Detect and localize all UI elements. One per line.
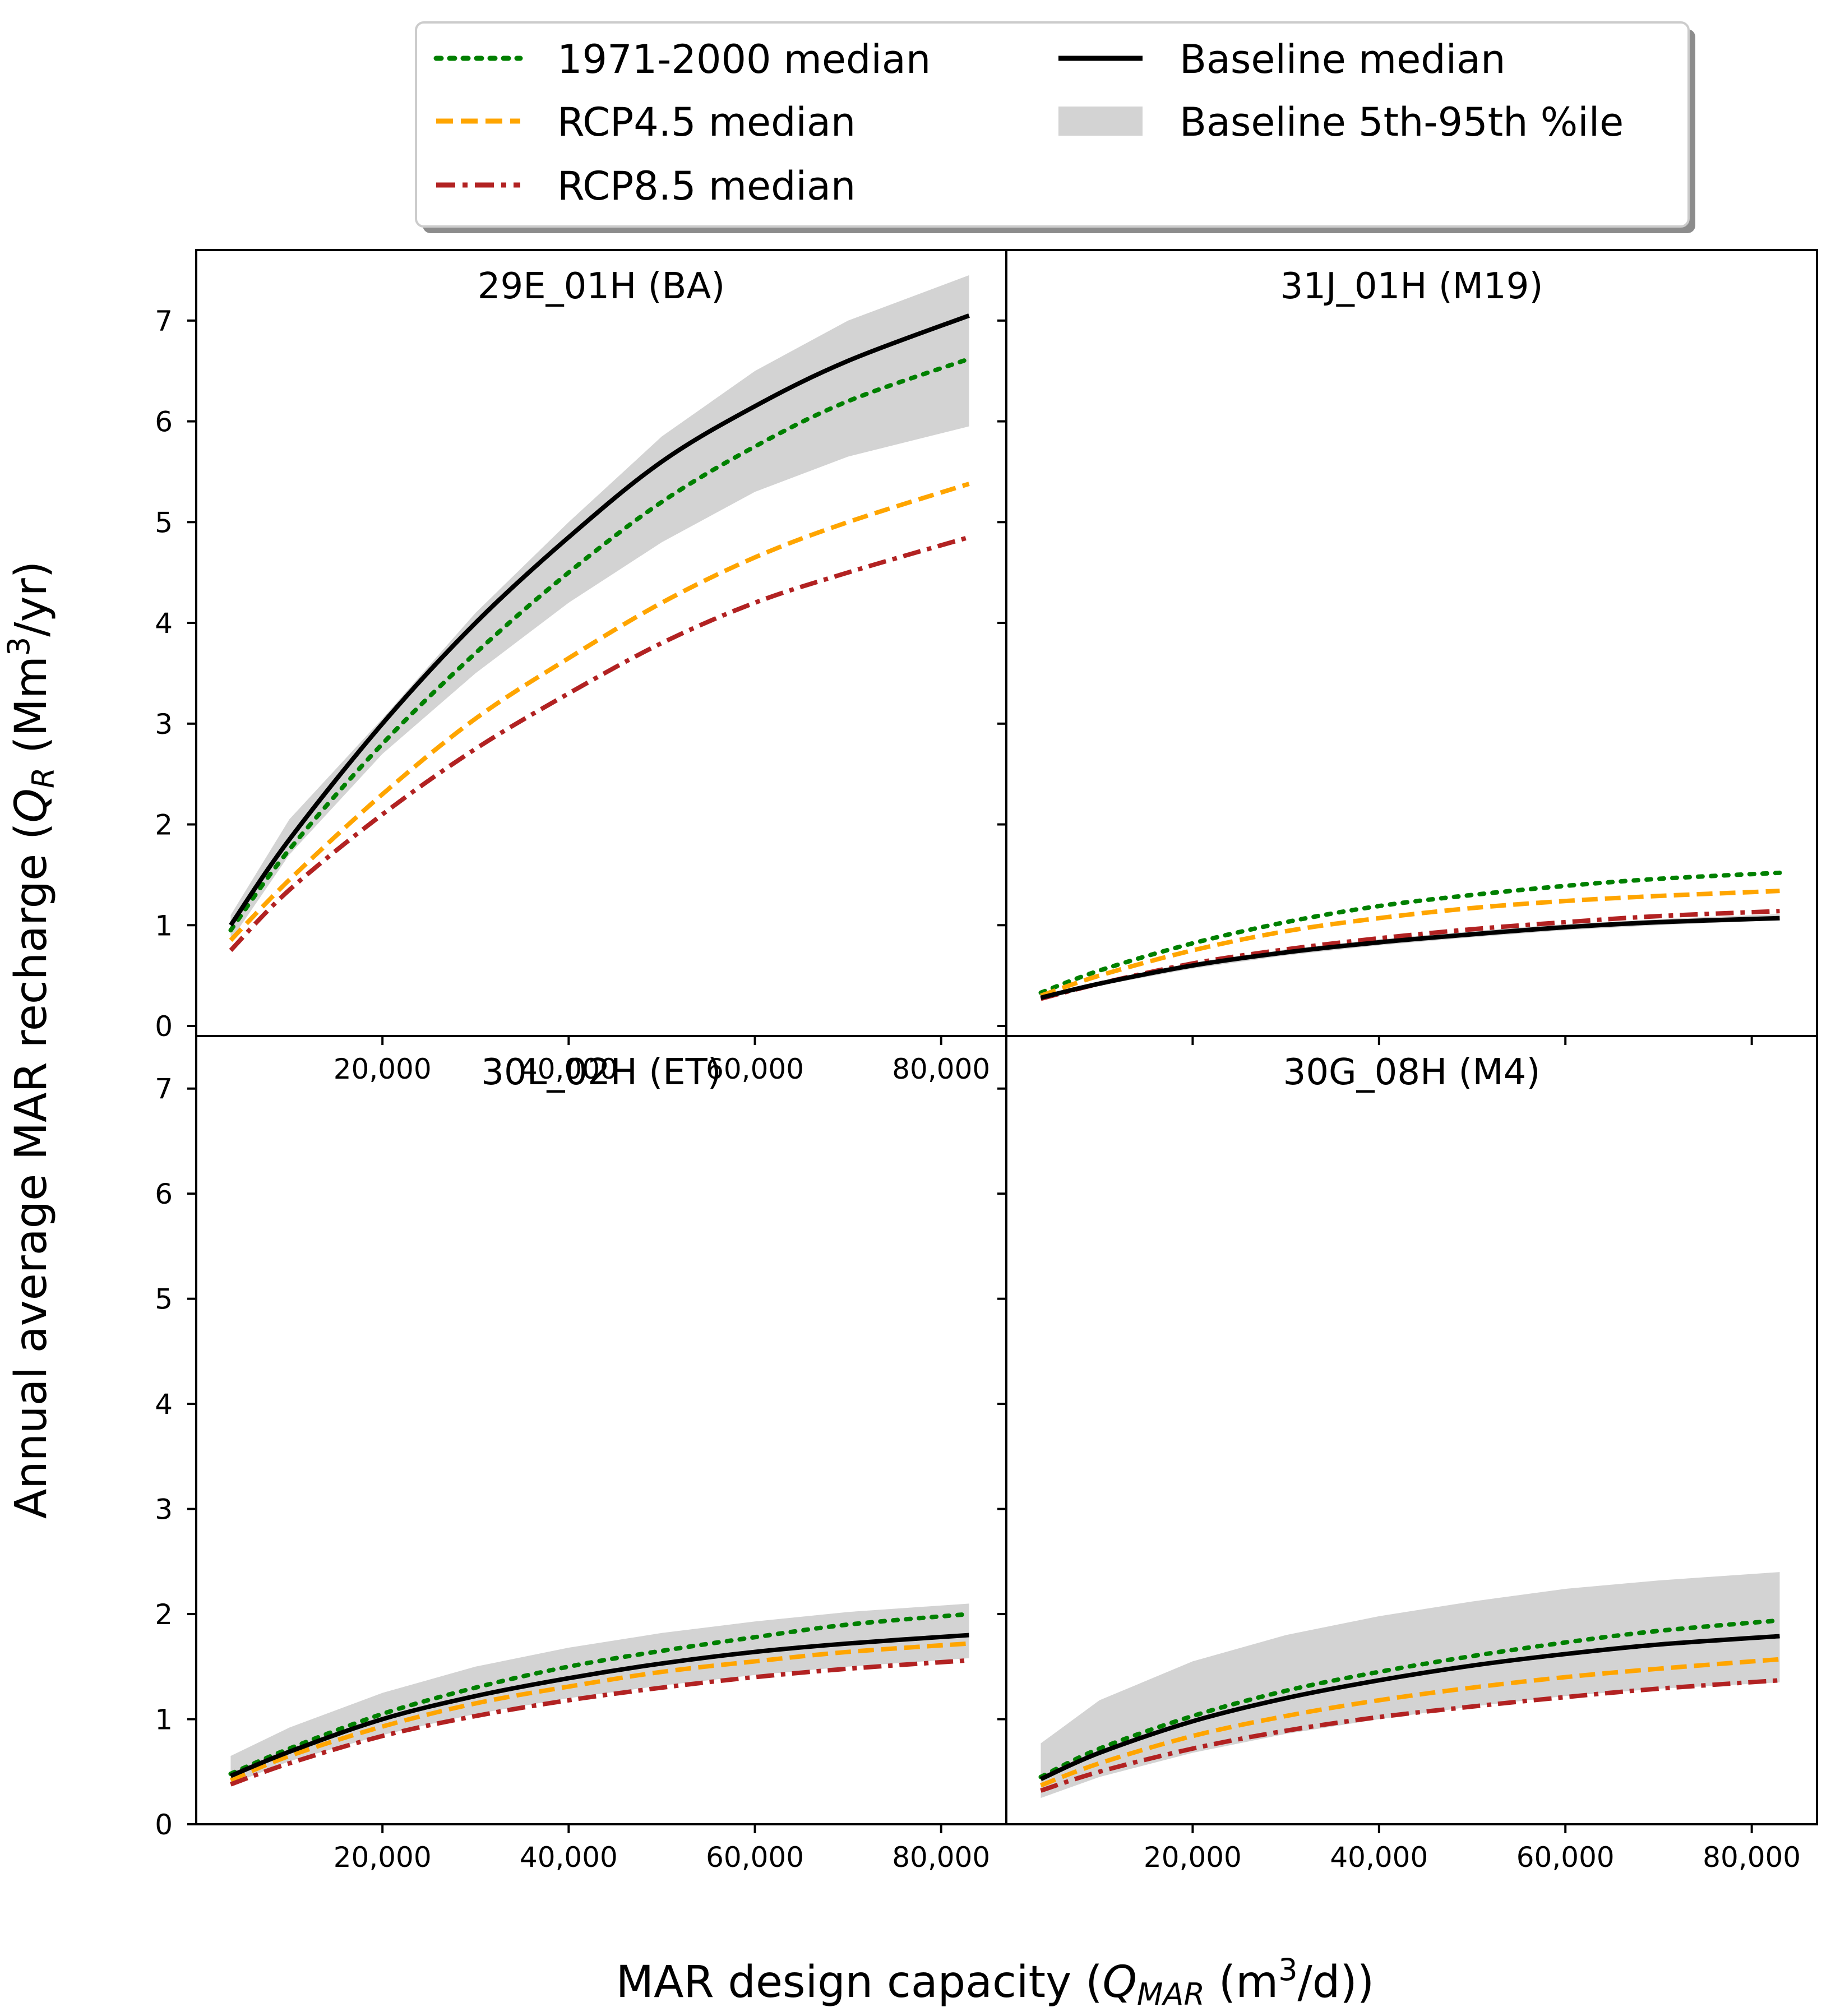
- y-tick-label: 3: [155, 708, 173, 741]
- y-tick-label: 5: [155, 1283, 173, 1316]
- y-tick-label: 6: [155, 1178, 173, 1210]
- series-line-rcp45: [229, 1641, 969, 1782]
- y-tick-label: 1: [155, 1704, 173, 1736]
- series-line-rcp45: [1040, 1657, 1780, 1788]
- panel-30l-02h: 30L_02H (ET) 0 1 2 3 4 5 6 7 20,000 40,000 60,000 80…: [155, 1035, 1007, 1874]
- plot-area: [1038, 870, 1782, 1001]
- x-tick-label: 60,000: [706, 1841, 804, 1874]
- y-tick-label: 6: [155, 406, 173, 438]
- panel-title: 31J_01H (M19): [1280, 266, 1543, 307]
- x-tick-label: 80,000: [892, 1053, 990, 1085]
- x-tick-label: 20,000: [334, 1841, 432, 1874]
- legend-frame: [415, 21, 1690, 228]
- x-tick-label: 60,000: [706, 1053, 804, 1085]
- legend-label-obs: 1971-2000 median: [557, 36, 931, 82]
- plot-area: [1038, 1572, 1782, 1798]
- x-tick-label: 40,000: [520, 1053, 618, 1085]
- x-tick-label: 40,000: [1330, 1841, 1428, 1874]
- y-axis-label: Annual average MAR recharge (QR (Mm3/yr): [1, 561, 61, 1519]
- legend-label-rcp85: RCP8.5 median: [557, 163, 856, 209]
- y-tick-label: 7: [155, 305, 173, 337]
- baseline-band-area: [230, 275, 969, 941]
- panel-frame: [1005, 1035, 1818, 1825]
- panel-title: 29E_01H (BA): [478, 266, 725, 307]
- baseline-band-area: [1041, 1572, 1780, 1798]
- series-line-obs: [228, 357, 972, 933]
- baseline-band-area: [230, 1603, 969, 1784]
- series-line-baseline: [1040, 915, 1780, 1000]
- series-line-obs: [1038, 1618, 1782, 1779]
- y-tick-label: 5: [155, 506, 173, 539]
- legend-label-baseline: Baseline median: [1180, 36, 1505, 82]
- y-tick-label: 0: [155, 1809, 173, 1841]
- legend-swatch-band: [1058, 107, 1143, 136]
- series-line-obs: [1038, 870, 1782, 995]
- series-line-baseline: [229, 313, 970, 927]
- series-line-rcp45: [229, 482, 970, 942]
- y-tick-label: 4: [155, 1388, 173, 1421]
- x-tick-label: 20,000: [1144, 1841, 1242, 1874]
- x-tick-label: 40,000: [520, 1841, 618, 1874]
- legend: 1971-2000 median Baseline median RCP4.5 …: [415, 21, 1695, 233]
- y-tick-label: 2: [155, 1598, 173, 1631]
- panel-29e-01h: 29E_01H (BA) 0 1 2 3 4 5 6 7 20,000 40,000 60,000 80…: [155, 249, 1007, 1085]
- panel-frame: [195, 1035, 1007, 1825]
- x-axis-label: MAR design capacity (QMAR (m3/d)): [616, 1952, 1374, 2012]
- y-tick-label: 1: [155, 909, 173, 942]
- x-tick-label: 20,000: [334, 1053, 432, 1085]
- x-tick-label: 60,000: [1516, 1841, 1615, 1874]
- series-line-obs: [228, 1612, 972, 1777]
- series-line-rcp85: [230, 1658, 969, 1787]
- series-line-baseline: [1039, 1634, 1780, 1782]
- y-tick-label: 3: [155, 1493, 173, 1526]
- panels: 29E_01H (BA) 0 1 2 3 4 5 6 7 20,000 40,000 60,000 80…: [155, 249, 1818, 1874]
- y-tick-label: 4: [155, 607, 173, 640]
- legend-label-band: Baseline 5th-95th %ile: [1180, 99, 1624, 145]
- x-tick-label: 80,000: [1703, 1841, 1801, 1874]
- panel-30g-08h: 30G_08H (M4) 20,000 40,000 60,000 80,000: [997, 1035, 1818, 1874]
- series-line-rcp45: [1040, 889, 1780, 998]
- panel-title: 30L_02H (ET): [481, 1052, 721, 1093]
- panel-31j-01h: 31J_01H (M19): [997, 249, 1818, 1045]
- y-tick-label: 2: [155, 809, 173, 841]
- plot-area: [228, 275, 972, 952]
- y-tick-label: 7: [155, 1073, 173, 1106]
- series-line-baseline: [229, 1633, 969, 1778]
- legend-label-rcp45: RCP4.5 median: [557, 99, 856, 145]
- x-tick-label: 80,000: [892, 1841, 990, 1874]
- plot-area: [228, 1603, 972, 1787]
- panel-title: 30G_08H (M4): [1283, 1052, 1541, 1093]
- y-tick-label: 0: [155, 1010, 173, 1043]
- series-line-rcp85: [229, 535, 970, 952]
